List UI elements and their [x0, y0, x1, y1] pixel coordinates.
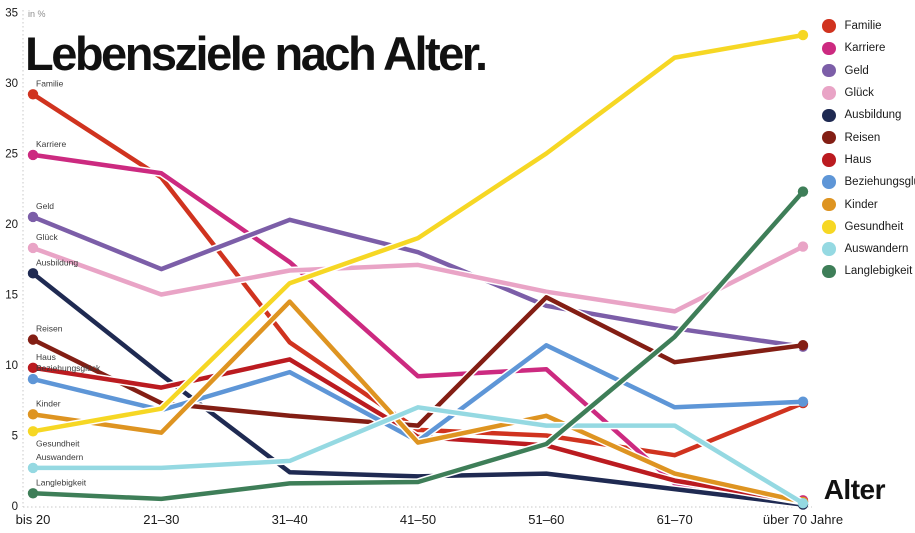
series-line-kinder [30, 299, 806, 505]
series-start-dot-reisen [27, 334, 39, 345]
series-start-dot-kinder [27, 409, 39, 420]
y-axis-unit-label: in % [28, 9, 46, 19]
legend-item-beziehungsglck: Beziehungsglück [822, 171, 915, 193]
series-label-beziehungsglck: Beziehungsglück [36, 363, 101, 373]
series-start-dot-haus [27, 362, 39, 374]
x-tick-label: 41–50 [400, 512, 436, 527]
y-tick-label: 5 [12, 431, 18, 443]
legend-item-familie: Familie [822, 15, 915, 37]
series-label-ausbildung: Ausbildung [36, 257, 78, 267]
legend-item-langlebigkeit: Langlebigkeit [822, 260, 915, 282]
series-start-dot-familie [27, 89, 39, 100]
legend-label-geld: Geld [844, 64, 869, 77]
series-label-auswandern: Auswandern [36, 452, 84, 462]
series-label-geld: Geld [36, 201, 54, 211]
series-line-geld [30, 214, 806, 349]
legend-dot-reisen [822, 130, 836, 145]
series-line-glck [30, 244, 806, 314]
series-end-dot-beziehungsglck [797, 396, 809, 407]
series-line-langlebigkeit [30, 189, 806, 502]
series-end-dot-gesundheit [797, 29, 809, 41]
legend-item-kinder: Kinder [822, 193, 915, 215]
legend-label-auswandern: Auswandern [844, 243, 909, 256]
legend-dot-auswandern [822, 242, 836, 256]
page-title: Lebensziele nach Alter. [25, 27, 488, 80]
legend-dot-karriere [822, 41, 836, 56]
series-label-kinder: Kinder [36, 398, 61, 408]
legend-dot-ausbildung [822, 108, 836, 123]
series-line-familie [30, 92, 806, 458]
legend-dot-kinder [822, 197, 836, 212]
legend-item-reisen: Reisen [822, 126, 915, 148]
legend-dot-familie [822, 19, 836, 33]
x-tick-label: 31–40 [272, 512, 308, 527]
series-label-haus: Haus [36, 352, 56, 362]
series-line-reisen [30, 295, 806, 428]
legend-label-glck: Glück [844, 87, 874, 100]
series-casing-familie [29, 90, 807, 459]
series-start-dot-glck [27, 242, 39, 254]
y-tick-label: 30 [5, 78, 18, 90]
x-tick-label: 61–70 [657, 512, 693, 527]
legend-label-haus: Haus [844, 153, 872, 166]
legend-label-langlebigkeit: Langlebigkeit [844, 265, 913, 278]
series-start-dot-karriere [27, 149, 39, 161]
legend-dot-haus [822, 153, 836, 167]
legend-label-ausbildung: Ausbildung [844, 109, 902, 122]
legend-label-reisen: Reisen [844, 131, 881, 144]
legend-item-karriere: Karriere [822, 37, 915, 59]
series-start-dot-ausbildung [27, 268, 39, 279]
y-tick-label: 0 [12, 501, 18, 513]
legend-item-haus: Haus [822, 149, 915, 171]
x-tick-label: über 70 Jahre [763, 512, 843, 527]
series-label-gesundheit: Gesundheit [36, 438, 80, 448]
series-start-dot-geld [27, 211, 39, 223]
series-label-glck: Glück [36, 232, 58, 242]
chart-legend: Familie Karriere Geld Glück Ausbildung Reisen… [822, 15, 915, 283]
series-start-dot-beziehungsglck [27, 373, 39, 385]
series-line-gesundheit [30, 32, 806, 434]
series-start-dot-gesundheit [27, 426, 39, 437]
series-label-langlebigkeit: Langlebigkeit [36, 477, 87, 487]
y-tick-label: 25 [5, 149, 18, 161]
x-axis-title: Alter [823, 474, 886, 505]
series-start-dot-auswandern [27, 462, 39, 474]
legend-label-beziehungsglck: Beziehungsglück [844, 176, 915, 189]
legend-item-glck: Glück [822, 82, 915, 104]
series-label-familie: Familie [36, 78, 64, 88]
legend-dot-langlebigkeit [822, 264, 836, 279]
legend-item-geld: Geld [822, 60, 915, 82]
y-tick-label: 10 [5, 360, 18, 372]
legend-dot-glck [822, 86, 836, 100]
x-tick-label: 21–30 [143, 512, 179, 527]
series-start-dot-langlebigkeit [27, 488, 39, 499]
legend-label-karriere: Karriere [844, 42, 886, 55]
series-line-ausbildung [30, 271, 806, 507]
y-tick-label: 15 [5, 290, 18, 302]
legend-label-gesundheit: Gesundheit [844, 220, 904, 233]
legend-label-kinder: Kinder [844, 198, 878, 211]
series-end-dot-reisen [797, 340, 809, 351]
series-end-dot-glck [797, 241, 809, 252]
legend-dot-gesundheit [822, 220, 836, 234]
series-end-dot-auswandern [797, 497, 809, 509]
legend-item-gesundheit: Gesundheit [822, 216, 915, 238]
x-tick-label: bis 20 [16, 512, 51, 527]
y-tick-label: 35 [5, 8, 18, 20]
y-tick-label: 20 [5, 219, 18, 231]
legend-dot-beziehungsglck [822, 175, 836, 189]
x-tick-label: 51–60 [528, 512, 564, 527]
series-casing-glck [29, 242, 807, 316]
series-label-reisen: Reisen [36, 324, 63, 334]
series-line-auswandern [30, 405, 806, 506]
series-end-dot-langlebigkeit [797, 186, 809, 197]
legend-dot-geld [822, 63, 836, 78]
legend-label-familie: Familie [844, 20, 882, 33]
series-label-karriere: Karriere [36, 139, 67, 149]
legend-item-auswandern: Auswandern [822, 238, 915, 260]
legend-item-ausbildung: Ausbildung [822, 104, 915, 126]
